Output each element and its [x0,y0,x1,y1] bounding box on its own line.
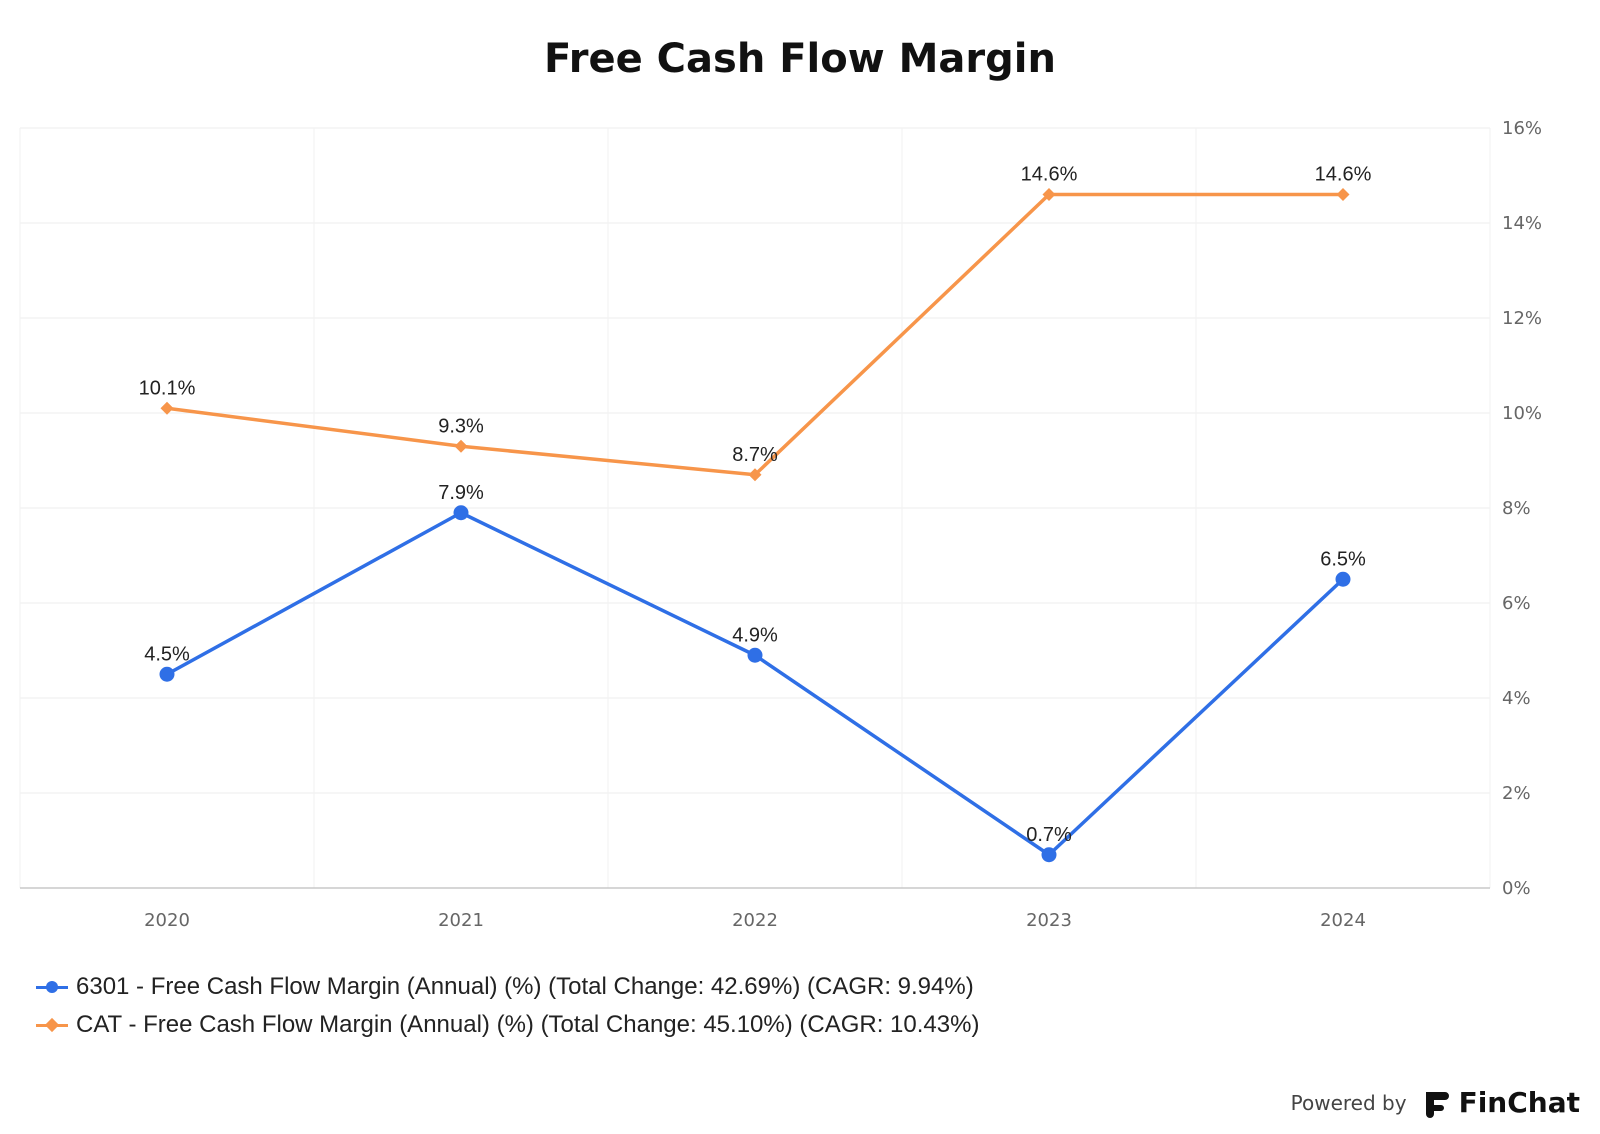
y-tick-label: 10% [1502,403,1542,424]
data-point [747,647,763,663]
grid [19,127,1491,888]
data-label: 7.9% [438,482,484,504]
data-point [1041,847,1057,863]
series [159,188,1351,863]
data-point [454,439,468,453]
legend-dot-6301 [46,981,58,993]
y-tick-label: 6% [1502,593,1531,614]
data-label: 4.5% [144,643,190,665]
powered-by-text: Powered by [1290,1090,1407,1115]
legend-marker-diamond [36,1015,68,1035]
legend: 6301 - Free Cash Flow Margin (Annual) (%… [36,968,979,1044]
data-point [748,468,762,482]
data-point [159,666,175,682]
legend-marker-circle [36,977,68,997]
finchat-brand-name: FinChat [1458,1086,1580,1119]
x-tick-label: 2020 [144,910,190,931]
data-label: 9.3% [438,415,484,437]
legend-label-cat: CAT - Free Cash Flow Margin (Annual) (%)… [76,1011,980,1038]
data-label: 14.6% [1315,164,1372,186]
data-label: 8.7% [732,444,778,466]
data-point [453,505,469,521]
chart-canvas: 0% 2% 4% 6% 8% 10% 12% 14% 16% 2020 2021 2022 2023 20… [19,118,1542,931]
data-label: 10.1% [139,377,196,399]
y-tick-label: 12% [1502,308,1542,329]
y-tick-label: 0% [1502,878,1531,899]
legend-item-cat[interactable]: CAT - Free Cash Flow Margin (Annual) (%)… [36,1006,979,1044]
data-labels: 4.5% 7.9% 4.9% 0.7% 6.5% 10.1% 9.3% 8.7% 14.6% 14… [139,164,1372,846]
legend-diamond-cat [44,1017,60,1033]
x-tick-label: 2021 [438,910,484,931]
y-tick-label: 16% [1502,118,1542,139]
data-point [160,401,174,415]
data-point [1335,571,1351,587]
data-label: 14.6% [1021,164,1078,186]
data-label: 4.9% [732,624,778,646]
legend-label-6301: 6301 - Free Cash Flow Margin (Annual) (%… [76,973,974,1000]
y-tick-label: 4% [1502,688,1531,709]
x-tick-label: 2023 [1026,910,1072,931]
legend-item-6301[interactable]: 6301 - Free Cash Flow Margin (Annual) (%… [36,968,979,1006]
series-line-6301 [166,511,1345,857]
finchat-logo[interactable]: FinChat [1421,1086,1580,1119]
y-tick-label: 14% [1502,213,1542,234]
chart-title: Free Cash Flow Margin [544,36,1056,82]
axes: 0% 2% 4% 6% 8% 10% 12% 14% 16% 2020 2021 2022 2023 20… [20,118,1542,931]
data-point [1336,188,1350,201]
data-point [1042,188,1056,201]
finchat-logo-icon [1425,1091,1449,1118]
data-label: 0.7% [1026,824,1072,846]
y-tick-label: 2% [1502,783,1531,804]
footer: Powered by FinChat [1291,1086,1580,1119]
x-tick-label: 2022 [732,910,778,931]
series-line-cat [166,192,1343,477]
data-label: 6.5% [1320,548,1366,570]
y-tick-label: 8% [1502,498,1531,519]
x-tick-label: 2024 [1320,910,1366,931]
